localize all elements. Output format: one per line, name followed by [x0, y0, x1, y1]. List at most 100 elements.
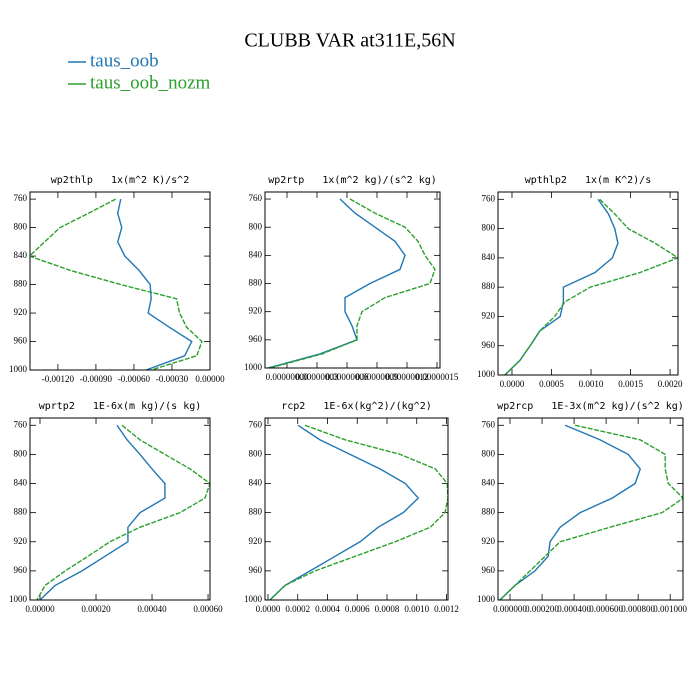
series-line — [269, 198, 436, 368]
y-tick-label: 880 — [249, 507, 263, 517]
x-tick-label: 0.00000012 — [386, 372, 429, 382]
series-line — [116, 198, 193, 370]
y-tick-label: 840 — [482, 478, 496, 488]
x-tick-label: 0.0008 — [375, 604, 400, 614]
x-tick-label: 0.0010 — [404, 604, 429, 614]
x-tick-label: 0.0000 — [256, 604, 281, 614]
series-line — [499, 424, 683, 600]
plot-frame — [29, 417, 211, 601]
y-tick-label: 880 — [14, 507, 28, 517]
plot-frame — [497, 417, 684, 601]
y-tick-label: 1000 — [244, 594, 263, 604]
x-tick-label: 0.00000015 — [416, 372, 459, 382]
y-tick-label: 760 — [14, 193, 28, 203]
series-line — [499, 424, 642, 600]
y-tick-label: 800 — [482, 223, 496, 233]
series-line — [30, 198, 203, 370]
y-tick-label: 960 — [482, 565, 496, 575]
y-tick-label: 960 — [14, 565, 28, 575]
x-tick-label: 0.00000000 — [266, 372, 309, 382]
y-tick-label: 920 — [14, 536, 28, 546]
y-tick-label: 920 — [249, 306, 263, 316]
series-line — [36, 424, 210, 600]
x-tick-label: 0.00000003 — [296, 372, 339, 382]
x-tick-label: 0.00000009 — [356, 372, 399, 382]
y-tick-label: 960 — [482, 340, 496, 350]
legend-label: taus_oob_nozm — [90, 72, 211, 93]
y-tick-label: 760 — [249, 419, 263, 429]
y-tick-label: 840 — [14, 250, 28, 260]
x-tick-label: 0.000600 — [589, 604, 623, 614]
y-tick-label: 800 — [14, 222, 28, 232]
y-tick-label: 800 — [14, 448, 28, 458]
y-tick-label: 960 — [14, 336, 28, 346]
y-tick-label: 1000 — [244, 362, 263, 372]
panel-title: wp2thlp 1x(m^2 K)/s^2 — [51, 175, 189, 186]
x-tick-label: 0.00000006 — [326, 372, 369, 382]
plot-frame — [497, 191, 679, 376]
y-tick-label: 800 — [249, 448, 263, 458]
panel-title: wp2rtp 1x(m^2 kg)/(s^2 kg) — [268, 175, 437, 186]
series-line — [39, 424, 166, 600]
x-tick-label: 0.000800 — [621, 604, 655, 614]
x-tick-label: 0.000000 — [493, 604, 527, 614]
x-tick-label: 0.001000 — [653, 604, 687, 614]
x-tick-label: 0.00000 — [195, 374, 225, 384]
y-tick-label: 920 — [482, 536, 496, 546]
x-tick-label: 0.00040 — [137, 604, 167, 614]
y-tick-label: 840 — [14, 478, 28, 488]
plot-frame — [29, 191, 211, 371]
y-tick-label: 800 — [249, 221, 263, 231]
series-line — [504, 198, 678, 375]
y-tick-label: 880 — [482, 507, 496, 517]
x-tick-label: 0.0006 — [345, 604, 370, 614]
x-tick-label: -0.00120 — [42, 374, 75, 384]
x-tick-label: 0.0015 — [618, 379, 643, 389]
x-tick-label: 0.00060 — [193, 604, 223, 614]
y-tick-label: 920 — [14, 307, 28, 317]
series-line — [267, 198, 406, 368]
x-tick-label: 0.00020 — [81, 604, 111, 614]
y-tick-label: 840 — [249, 249, 263, 259]
x-tick-label: 0.0012 — [434, 604, 459, 614]
y-tick-label: 1000 — [9, 594, 28, 604]
figure-title: CLUBB VAR at311E,56N — [244, 30, 455, 52]
x-tick-label: 0.0002 — [285, 604, 310, 614]
panel-title: wp2rcp 1E-3x(m^2 kg)/(s^2 kg) — [497, 401, 684, 412]
y-tick-label: 880 — [14, 279, 28, 289]
x-tick-label: 0.0010 — [579, 379, 604, 389]
plot-frame — [264, 417, 449, 601]
x-tick-label: 0.000400 — [557, 604, 591, 614]
legend-label: taus_oob — [90, 50, 159, 71]
series-line — [269, 424, 420, 600]
y-tick-label: 960 — [249, 565, 263, 575]
y-tick-label: 920 — [249, 536, 263, 546]
y-tick-label: 960 — [249, 334, 263, 344]
panel-title: wprtp2 1E-6x(m kg)/(s kg) — [39, 401, 202, 412]
y-tick-label: 760 — [482, 419, 496, 429]
y-tick-label: 880 — [482, 281, 496, 291]
x-tick-label: 0.0004 — [315, 604, 340, 614]
panel-title: rcp2 1E-6x(kg^2)/(kg^2) — [281, 401, 432, 412]
series-line — [504, 198, 619, 375]
x-tick-label: -0.00060 — [118, 374, 151, 384]
y-tick-label: 1000 — [477, 369, 496, 379]
x-tick-label: 0.0020 — [658, 379, 683, 389]
x-tick-label: 0.0000 — [500, 379, 525, 389]
plot-frame — [264, 191, 441, 369]
y-tick-label: 760 — [249, 193, 263, 203]
x-tick-label: 0.00000 — [25, 604, 55, 614]
y-tick-label: 840 — [249, 478, 263, 488]
panel-title: wpthlp2 1x(m K^2)/s — [525, 175, 651, 186]
y-tick-label: 840 — [482, 252, 496, 262]
y-tick-label: 760 — [482, 193, 496, 203]
x-tick-label: 0.0005 — [539, 379, 564, 389]
x-tick-label: -0.00030 — [156, 374, 189, 384]
series-line — [269, 424, 448, 600]
y-tick-label: 760 — [14, 419, 28, 429]
x-tick-label: 0.000200 — [525, 604, 559, 614]
y-tick-label: 920 — [482, 311, 496, 321]
x-tick-label: -0.00090 — [80, 374, 113, 384]
y-tick-label: 1000 — [9, 364, 28, 374]
